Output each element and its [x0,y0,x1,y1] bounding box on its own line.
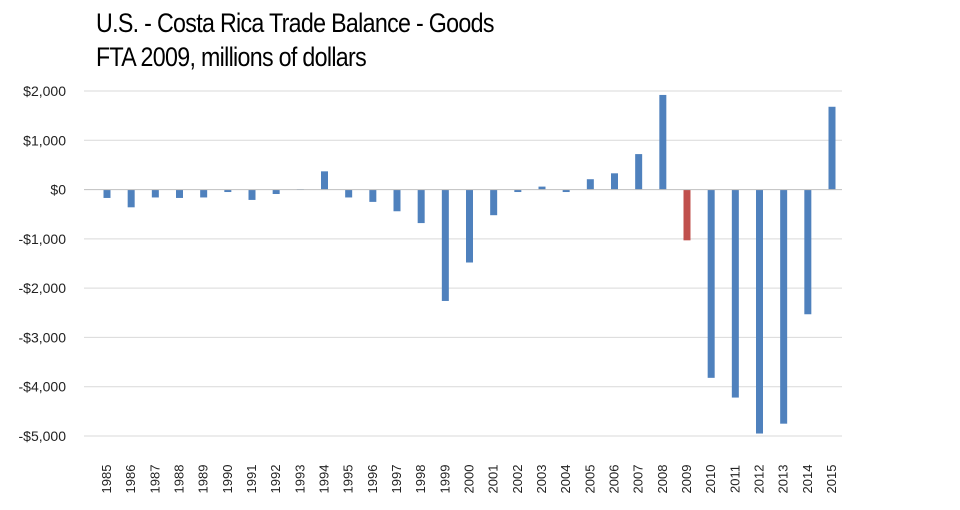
bar-1992 [272,189,280,195]
bar-1999 [441,189,449,301]
gridlines [84,90,842,437]
x-tick-label: 2013 [776,465,791,494]
bar-2012 [756,189,763,434]
y-tick-label: -$5,000 [19,428,67,444]
x-tick-label: 2003 [534,465,549,494]
x-tick-label: 1991 [244,465,259,494]
x-tick-label: 1985 [99,465,114,494]
bar-2005 [586,179,594,190]
x-tick-label: 2011 [727,465,742,493]
bar-1989 [200,189,208,198]
x-tick-label: 2008 [655,465,670,494]
x-tick-label: 2001 [486,465,501,494]
x-tick-label: 1986 [123,465,138,494]
bar-1995 [345,189,353,198]
bars [103,94,836,434]
x-tick-label: 2010 [703,465,718,494]
bar-2010 [707,189,715,378]
bar-1990 [224,189,232,193]
x-tick-label: 2004 [558,465,573,494]
y-tick-label: $1,000 [23,132,66,148]
y-tick-label: $0 [50,182,66,198]
x-tick-label: 1994 [317,465,332,494]
x-tick-label: 2002 [510,465,525,494]
x-tick-label: 2006 [607,465,622,494]
x-tick-label: 1996 [365,465,380,494]
x-tick-label: 2009 [679,465,694,494]
bar-1991 [248,189,256,200]
chart-title: U.S. - Costa Rica Trade Balance - Goods [96,8,494,38]
bar-2003 [538,186,546,190]
x-tick-label: 1999 [437,465,452,494]
bar-2004 [562,189,570,193]
bar-1998 [417,189,425,224]
x-tick-label: 2012 [752,465,767,494]
x-tick-label: 2014 [800,465,815,494]
x-tick-label: 1998 [413,465,428,494]
bar-1985 [103,189,111,198]
bar-2008 [659,94,667,190]
bar-2011 [731,189,739,398]
x-tick-label: 1989 [196,465,211,494]
bar-1996 [369,189,377,202]
y-tick-label: -$3,000 [19,329,67,345]
bar-2014 [804,189,812,315]
bar-2015 [828,106,836,190]
x-tick-label: 1993 [292,465,307,494]
x-tick-label: 1988 [172,465,187,494]
bar-1986 [127,189,135,208]
y-tick-label: -$4,000 [19,379,67,395]
x-tick-label: 2015 [824,465,839,494]
bar-2000 [466,189,473,263]
x-tick-label: 1992 [268,465,283,494]
x-tick-label: 1987 [147,465,162,494]
y-tick-label: $2,000 [23,83,66,99]
bar-2009 [683,189,691,241]
bar-1987 [151,189,159,198]
y-tick-label: -$1,000 [19,231,67,247]
bar-1997 [393,189,401,212]
bar-1988 [176,189,183,198]
bar-2013 [780,189,788,424]
bar-2006 [611,173,618,190]
chart-subtitle: FTA 2009, millions of dollars [96,42,367,72]
bar-2007 [635,154,643,190]
x-tick-label: 2005 [582,465,597,494]
x-tick-label: 1997 [389,465,404,494]
x-tick-label: 1990 [220,465,235,494]
x-tick-label: 2000 [462,465,477,494]
bar-2001 [490,189,498,216]
bar-2002 [514,189,522,193]
x-tick-label: 2007 [631,465,646,494]
x-axis-ticks: 1985 1986 1987 1988 1989 1990 1991 1992 1993 1994… [99,465,839,494]
y-axis-ticks: $2,000 $1,000 $0 -$1,000 -$2,000 -$3,000 -$4,0… [19,83,67,444]
y-tick-label: -$2,000 [19,280,67,296]
x-tick-label: 1995 [341,465,356,494]
bar-1994 [321,171,328,190]
